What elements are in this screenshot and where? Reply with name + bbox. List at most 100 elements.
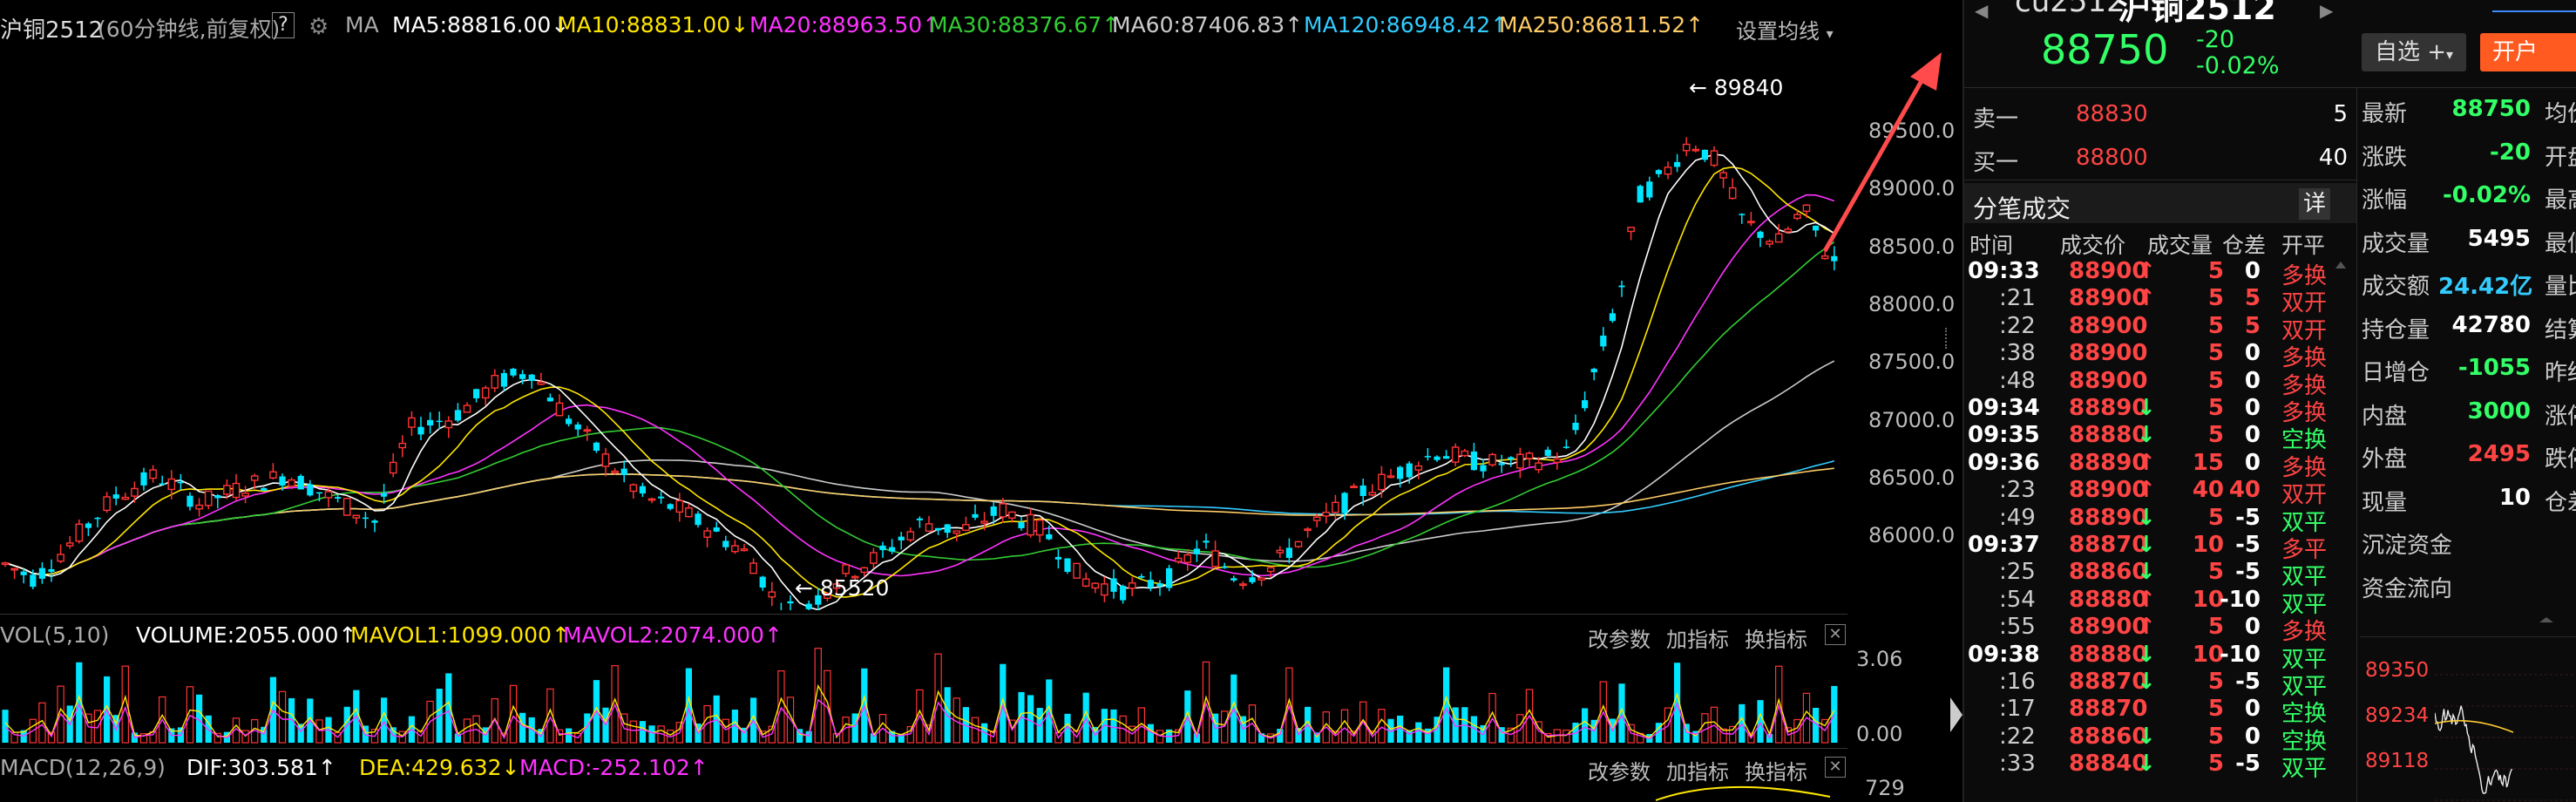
- candle: [112, 486, 119, 506]
- tick-type: 空换: [2281, 728, 2328, 755]
- macd-change-params-button[interactable]: 改参数: [1588, 760, 1651, 785]
- tick-diff: 5: [2244, 285, 2261, 312]
- tick-diff: -10: [2220, 641, 2261, 668]
- volume-bar: [1295, 728, 1302, 743]
- volume-bar: [1340, 709, 1349, 744]
- download-link[interactable]: [2492, 0, 2576, 12]
- tick-header-time: 时间: [1969, 233, 2014, 258]
- tick-price: 88890: [2069, 449, 2148, 476]
- tick-list[interactable]: 09:33 88900 ↑ 5 0 多换:21 88900 ↑ 5 5 双开:22 88900 5 5 双开…: [1964, 258, 2356, 802]
- collapse-handle[interactable]: [1945, 328, 1954, 349]
- tick-time: 09:37: [1968, 532, 2040, 558]
- volume-chart[interactable]: [0, 645, 1847, 746]
- prev-symbol-icon[interactable]: ◀: [1975, 0, 1989, 21]
- tick-row: :49 88890 ↓ 5 -5 双平: [1964, 504, 2348, 536]
- volume-bar: [722, 718, 730, 744]
- candle: [1719, 169, 1727, 188]
- scroll-up-icon[interactable]: [2335, 262, 2346, 268]
- candle: [889, 539, 896, 554]
- mini-chart-axis: 89350 89234 89118: [2360, 645, 2430, 802]
- candle: [204, 490, 213, 510]
- vol-mavol1: MAVOL1:1099.000↑: [350, 622, 570, 648]
- gear-icon[interactable]: ⚙: [308, 14, 329, 40]
- candle: [398, 435, 407, 458]
- tick-time: 09:35: [1968, 422, 2040, 449]
- tick-volume: 10: [2192, 586, 2224, 613]
- tick-row: :38 88900 5 0 多换: [1964, 340, 2348, 371]
- candle: [1682, 137, 1691, 157]
- tick-type: 双平: [2281, 509, 2328, 536]
- vol-switch-indicator-button[interactable]: 换指标: [1745, 628, 1807, 652]
- chart-area[interactable]: 沪铜2512 (60分钟线,前复权) ? ⚙ MA MA5:88816.00↓ M…: [0, 0, 1963, 802]
- red-arrow-annotation: [1822, 52, 1942, 253]
- chevron-down-icon: ▾: [1826, 25, 1834, 42]
- candle: [1193, 540, 1200, 562]
- candle: [1424, 447, 1431, 461]
- macd-switch-indicator-button[interactable]: 换指标: [1745, 760, 1807, 785]
- tick-direction-icon: ↓: [2137, 395, 2156, 421]
- candle: [371, 519, 378, 533]
- macd-close-icon[interactable]: ✕: [1825, 757, 1846, 778]
- stat-row: 日增仓 -1055 昨结: [2360, 355, 2576, 397]
- stat-secondary-label: 最低: [2545, 230, 2576, 257]
- stats-scroll-icon[interactable]: [2539, 617, 2553, 622]
- candle: [159, 475, 166, 486]
- candle: [1451, 443, 1460, 466]
- next-symbol-icon[interactable]: ▶: [2320, 0, 2334, 21]
- tick-time: 09:36: [1968, 449, 2040, 476]
- candle: [279, 473, 286, 491]
- candle: [1582, 391, 1589, 411]
- tick-type: 双开: [2281, 317, 2328, 344]
- high-annotation: ← 89840: [1689, 75, 1784, 100]
- tick-diff: 0: [2244, 395, 2261, 421]
- settings-ma-button[interactable]: 设置均线 ▾: [1736, 14, 1834, 44]
- vol-add-indicator-button[interactable]: 加指标: [1666, 628, 1729, 652]
- candle: [1266, 567, 1275, 578]
- tick-diff: -5: [2235, 751, 2261, 778]
- candlestick-chart[interactable]: [0, 44, 1952, 610]
- candle: [1831, 246, 1838, 271]
- volume-bar: [1406, 730, 1413, 743]
- tick-price: 88880: [2069, 422, 2148, 449]
- collapse-arrow-icon[interactable]: [1950, 697, 1963, 732]
- tick-time: :38: [1999, 340, 2036, 367]
- candle: [288, 477, 295, 490]
- tick-type: 双平: [2281, 674, 2328, 700]
- tick-time: :54: [1999, 586, 2036, 613]
- candle: [574, 422, 581, 437]
- watchlist-button[interactable]: 自选 +▾: [2362, 33, 2466, 71]
- open-account-button[interactable]: 开户: [2480, 33, 2576, 71]
- candle: [1221, 562, 1228, 569]
- tick-row: :25 88860 ↓ 5 -5 双平: [1964, 559, 2348, 590]
- ticks-title-bar: [1964, 183, 2356, 223]
- tick-scrollbar[interactable]: [2334, 258, 2348, 802]
- ma-legend-item: MA60:87406.83↑: [1112, 12, 1304, 37]
- tick-time: 09:34: [1968, 395, 2040, 421]
- tick-row: :54 88880 ↑ 10 -10 双平: [1964, 586, 2348, 618]
- vol-volume: VOLUME:2055.000↑: [136, 622, 357, 648]
- price-axis: 89500.0 89000.0 88500.0 88000.0 87500.0 87000…: [1865, 0, 1955, 610]
- candle: [611, 467, 619, 475]
- watchlist-label: 自选: [2374, 39, 2420, 65]
- candle: [1757, 230, 1764, 248]
- help-button[interactable]: ?: [272, 12, 295, 38]
- macd-add-indicator-button[interactable]: 加指标: [1666, 760, 1729, 785]
- candle: [1322, 502, 1331, 524]
- ma-legend-item: MA20:88963.50↑: [749, 12, 941, 37]
- candle: [759, 575, 766, 591]
- vol-close-icon[interactable]: ✕: [1825, 624, 1846, 645]
- candle: [555, 394, 564, 417]
- mini-intraday-chart[interactable]: [2435, 663, 2576, 802]
- volume-bar: [629, 720, 638, 744]
- tick-type: 多平: [2281, 537, 2328, 563]
- buy1-price: 88800: [2076, 145, 2148, 171]
- vol-change-params-button[interactable]: 改参数: [1588, 628, 1651, 652]
- divider: [0, 748, 1847, 749]
- stat-label: 涨幅: [2362, 187, 2408, 214]
- ticks-detail-button[interactable]: 详: [2299, 188, 2330, 220]
- tick-volume: 5: [2207, 422, 2224, 449]
- volume-bar: [1516, 714, 1524, 744]
- volume-bar: [1397, 715, 1404, 743]
- tick-volume: 5: [2207, 669, 2224, 695]
- tick-price: 88890: [2069, 504, 2148, 531]
